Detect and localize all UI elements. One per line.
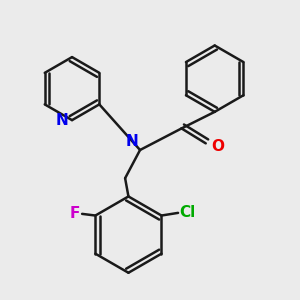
Text: N: N [56,112,69,128]
Text: N: N [125,134,138,149]
Text: O: O [212,139,225,154]
Text: F: F [70,206,80,221]
Text: Cl: Cl [180,206,196,220]
